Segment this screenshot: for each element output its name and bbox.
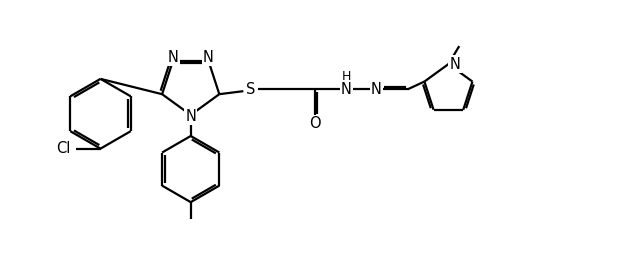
Text: Cl: Cl bbox=[56, 141, 70, 156]
Text: S: S bbox=[246, 82, 255, 97]
Text: N: N bbox=[168, 50, 179, 65]
Text: H: H bbox=[342, 70, 351, 83]
Text: N: N bbox=[340, 82, 351, 97]
Text: N: N bbox=[371, 82, 381, 97]
Text: N: N bbox=[450, 57, 461, 72]
Text: N: N bbox=[203, 50, 214, 65]
Text: O: O bbox=[309, 116, 321, 131]
Text: N: N bbox=[185, 109, 196, 124]
